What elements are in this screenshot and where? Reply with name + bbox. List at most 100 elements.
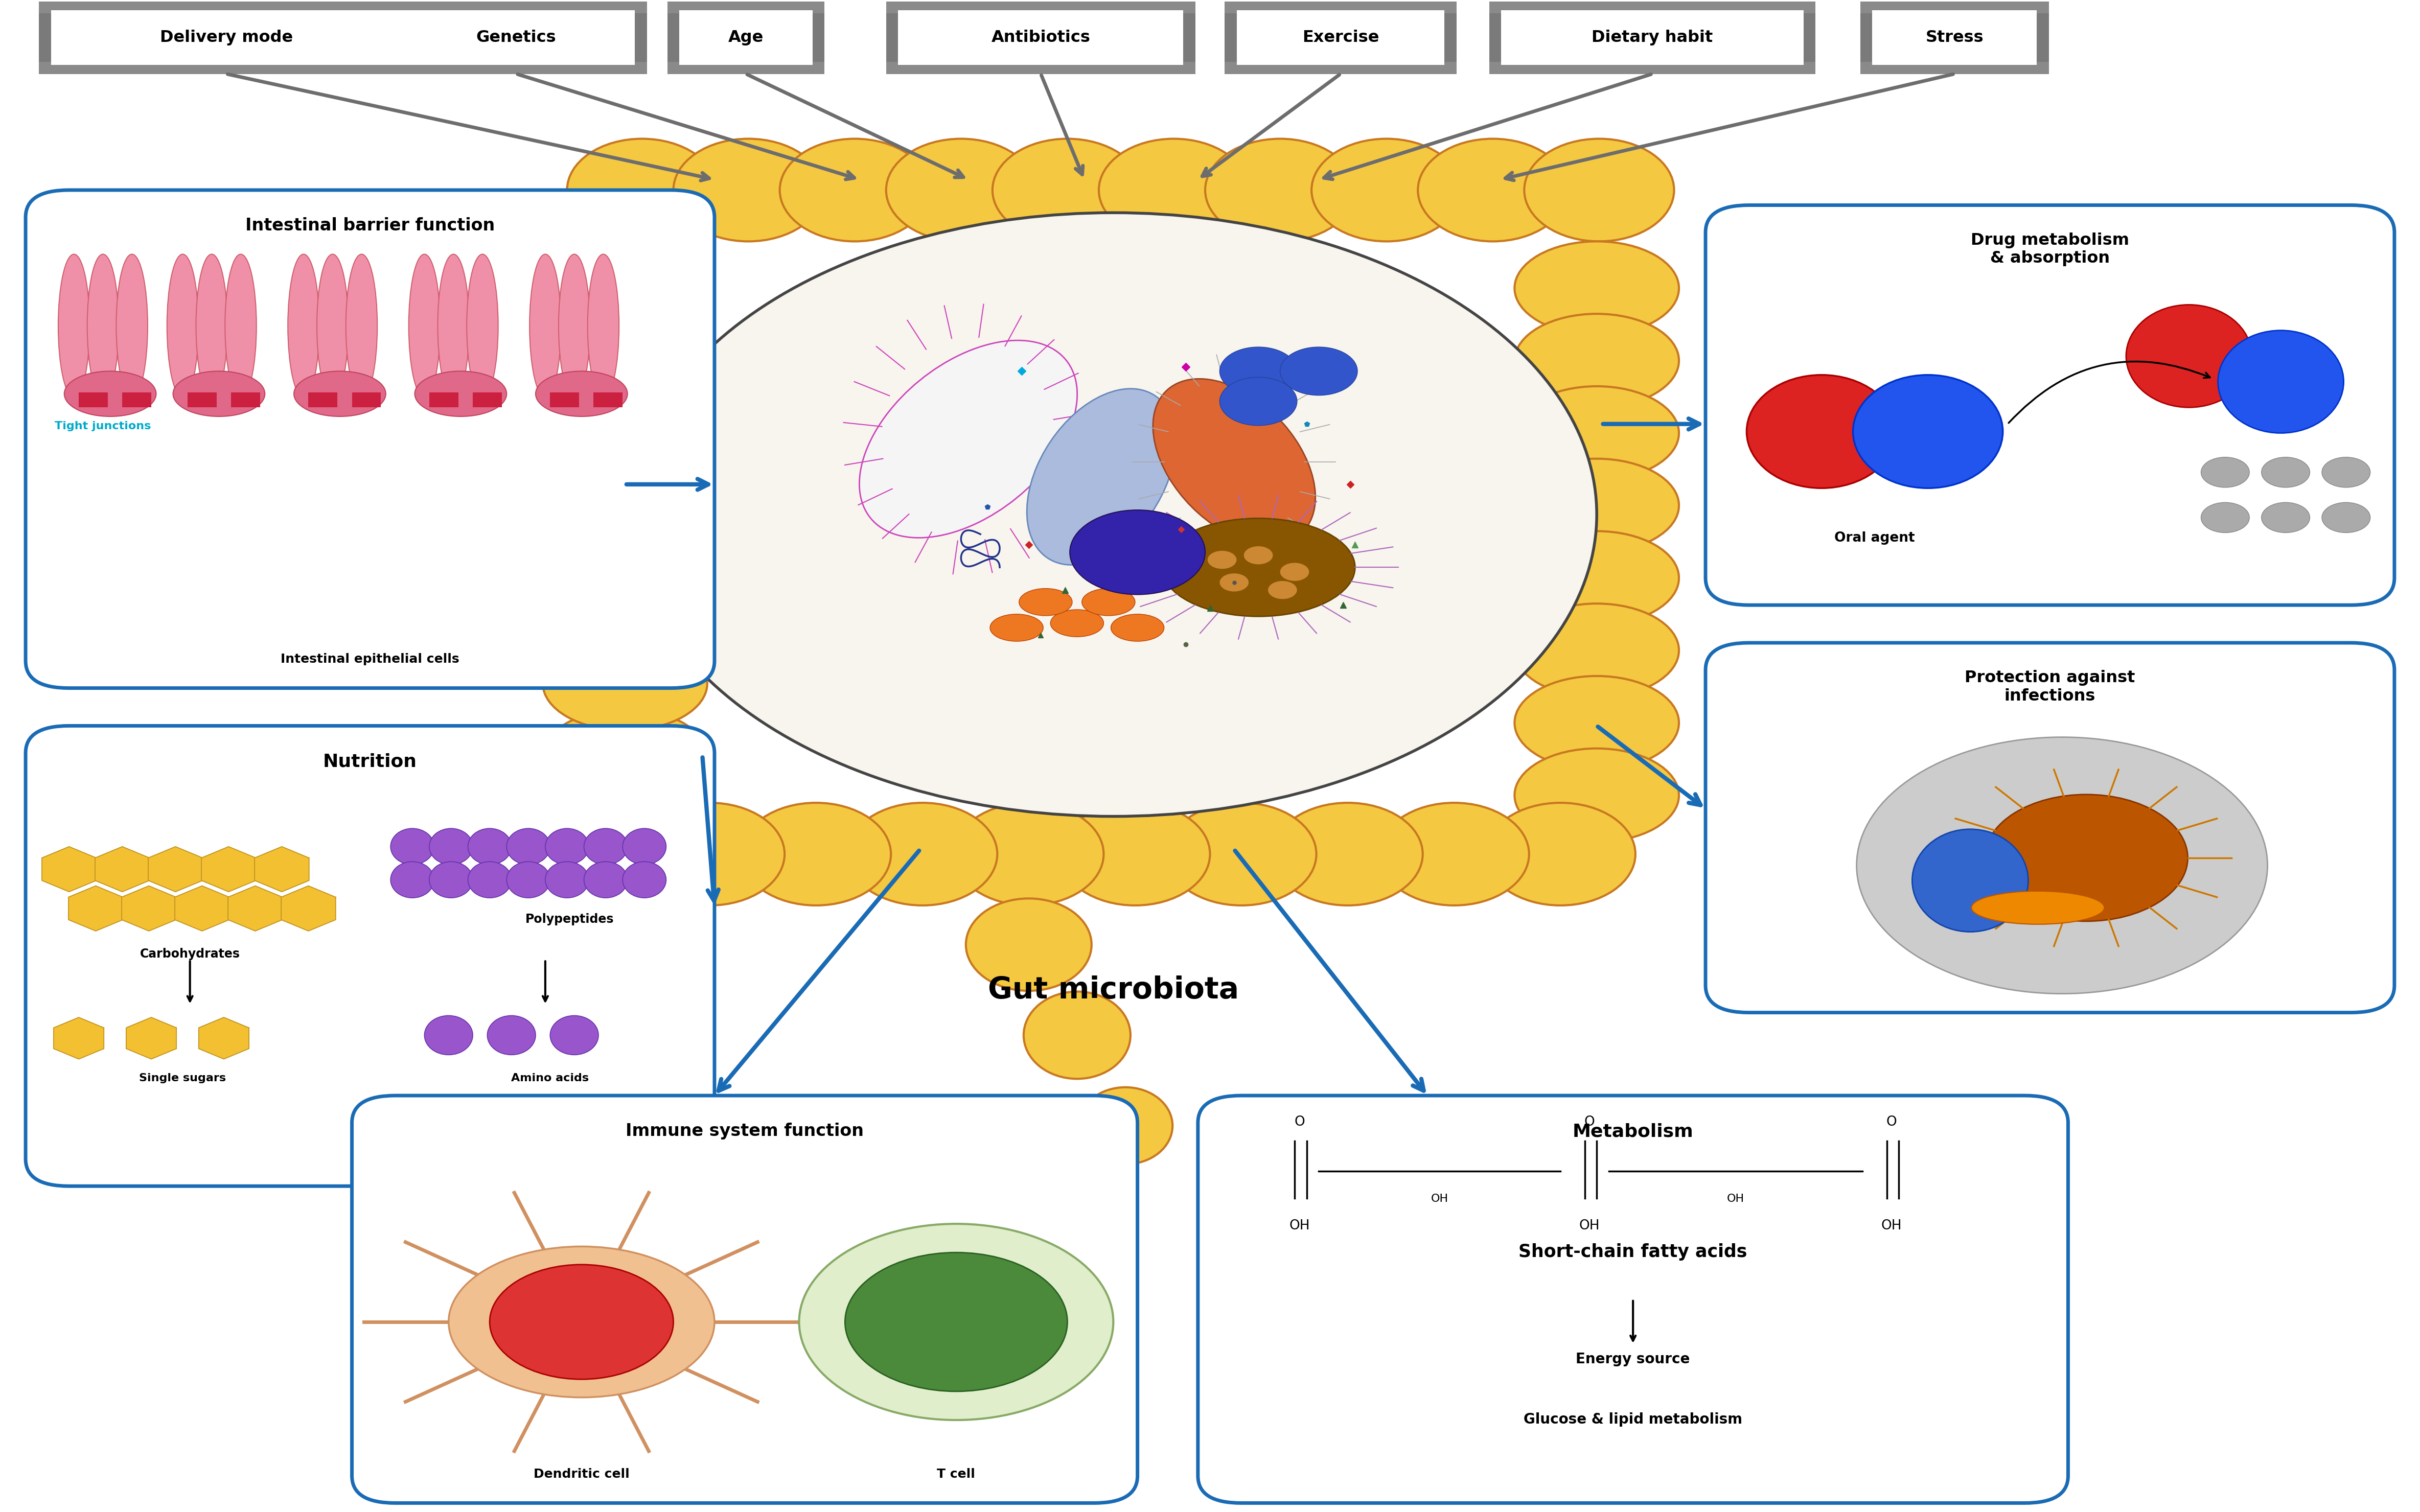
Text: Immune system function: Immune system function bbox=[627, 1123, 864, 1140]
Bar bbox=[680, 11, 813, 65]
Text: Exercise: Exercise bbox=[1302, 30, 1379, 45]
Ellipse shape bbox=[486, 1016, 535, 1055]
Ellipse shape bbox=[1515, 603, 1679, 697]
Text: OH: OH bbox=[1880, 1219, 1902, 1232]
Bar bbox=[307, 392, 336, 407]
Polygon shape bbox=[254, 847, 310, 892]
Bar bbox=[1488, 2, 1815, 14]
Bar bbox=[385, 62, 646, 74]
Bar bbox=[668, 62, 825, 74]
Ellipse shape bbox=[288, 254, 319, 398]
Ellipse shape bbox=[506, 829, 549, 865]
Ellipse shape bbox=[65, 370, 157, 416]
Text: Intestinal epithelial cells: Intestinal epithelial cells bbox=[281, 653, 460, 665]
FancyBboxPatch shape bbox=[1198, 1096, 2069, 1503]
Ellipse shape bbox=[317, 254, 348, 398]
Ellipse shape bbox=[583, 862, 627, 898]
Circle shape bbox=[1208, 550, 1237, 569]
Polygon shape bbox=[121, 886, 177, 931]
Circle shape bbox=[1244, 546, 1273, 564]
Ellipse shape bbox=[1162, 519, 1355, 617]
Ellipse shape bbox=[424, 1016, 472, 1055]
Polygon shape bbox=[94, 847, 150, 892]
Bar bbox=[428, 392, 457, 407]
Ellipse shape bbox=[1912, 829, 2028, 931]
Bar bbox=[898, 11, 1183, 65]
Circle shape bbox=[2321, 457, 2369, 487]
Bar bbox=[80, 392, 109, 407]
Circle shape bbox=[1268, 581, 1297, 599]
Text: O: O bbox=[1585, 1116, 1595, 1129]
Ellipse shape bbox=[542, 637, 707, 730]
Bar bbox=[668, 2, 825, 14]
Circle shape bbox=[2260, 502, 2309, 532]
Ellipse shape bbox=[530, 254, 561, 398]
Polygon shape bbox=[68, 886, 123, 931]
Circle shape bbox=[1220, 573, 1249, 591]
Text: T cell: T cell bbox=[937, 1468, 975, 1480]
Bar bbox=[549, 392, 578, 407]
Ellipse shape bbox=[1082, 588, 1135, 615]
Circle shape bbox=[845, 1252, 1067, 1391]
Ellipse shape bbox=[1972, 891, 2105, 924]
Ellipse shape bbox=[1854, 375, 2004, 488]
Ellipse shape bbox=[1747, 375, 1897, 488]
Text: Tight junctions: Tight junctions bbox=[56, 420, 150, 431]
Ellipse shape bbox=[174, 370, 264, 416]
Ellipse shape bbox=[542, 491, 707, 585]
Text: Delivery mode: Delivery mode bbox=[160, 30, 293, 45]
Ellipse shape bbox=[167, 254, 198, 398]
Ellipse shape bbox=[1486, 803, 1636, 906]
Polygon shape bbox=[53, 1018, 104, 1058]
Text: Dietary habit: Dietary habit bbox=[1592, 30, 1713, 45]
Polygon shape bbox=[201, 847, 257, 892]
FancyBboxPatch shape bbox=[668, 2, 825, 74]
Ellipse shape bbox=[409, 254, 440, 398]
Bar bbox=[1237, 11, 1445, 65]
Ellipse shape bbox=[196, 254, 227, 398]
Bar bbox=[39, 62, 414, 74]
Circle shape bbox=[2321, 502, 2369, 532]
Text: Intestinal barrier function: Intestinal barrier function bbox=[244, 218, 494, 234]
Text: Glucose & lipid metabolism: Glucose & lipid metabolism bbox=[1525, 1412, 1742, 1427]
Bar bbox=[1488, 62, 1815, 74]
Ellipse shape bbox=[428, 829, 472, 865]
Ellipse shape bbox=[390, 829, 433, 865]
Ellipse shape bbox=[1166, 803, 1316, 906]
Ellipse shape bbox=[528, 803, 678, 906]
Bar bbox=[397, 11, 634, 65]
Ellipse shape bbox=[1205, 139, 1355, 242]
Bar bbox=[1225, 62, 1457, 74]
Bar bbox=[385, 2, 646, 14]
Ellipse shape bbox=[726, 236, 1500, 809]
Bar bbox=[51, 11, 402, 65]
Circle shape bbox=[1070, 510, 1205, 594]
Text: Carbohydrates: Carbohydrates bbox=[140, 948, 240, 960]
Ellipse shape bbox=[634, 803, 784, 906]
Ellipse shape bbox=[2219, 331, 2343, 432]
Circle shape bbox=[1220, 376, 1297, 425]
Text: Polypeptides: Polypeptides bbox=[525, 913, 615, 925]
FancyBboxPatch shape bbox=[1706, 206, 2393, 605]
Text: Protection against
infections: Protection against infections bbox=[1965, 670, 2134, 705]
Text: OH: OH bbox=[1580, 1219, 1600, 1232]
Text: Metabolism: Metabolism bbox=[1573, 1123, 1694, 1140]
Circle shape bbox=[2202, 457, 2248, 487]
Ellipse shape bbox=[467, 254, 499, 398]
Ellipse shape bbox=[1019, 588, 1072, 615]
Polygon shape bbox=[41, 847, 97, 892]
Bar bbox=[1861, 2, 2050, 14]
Ellipse shape bbox=[506, 862, 549, 898]
Ellipse shape bbox=[1024, 992, 1130, 1078]
Ellipse shape bbox=[673, 139, 823, 242]
FancyBboxPatch shape bbox=[39, 2, 414, 74]
FancyBboxPatch shape bbox=[27, 726, 714, 1185]
Bar bbox=[593, 392, 622, 407]
Bar bbox=[886, 62, 1195, 74]
Ellipse shape bbox=[2127, 305, 2251, 407]
Ellipse shape bbox=[1515, 386, 1679, 479]
Ellipse shape bbox=[992, 139, 1142, 242]
Ellipse shape bbox=[448, 1246, 714, 1397]
Bar bbox=[1873, 11, 2038, 65]
Ellipse shape bbox=[428, 862, 472, 898]
